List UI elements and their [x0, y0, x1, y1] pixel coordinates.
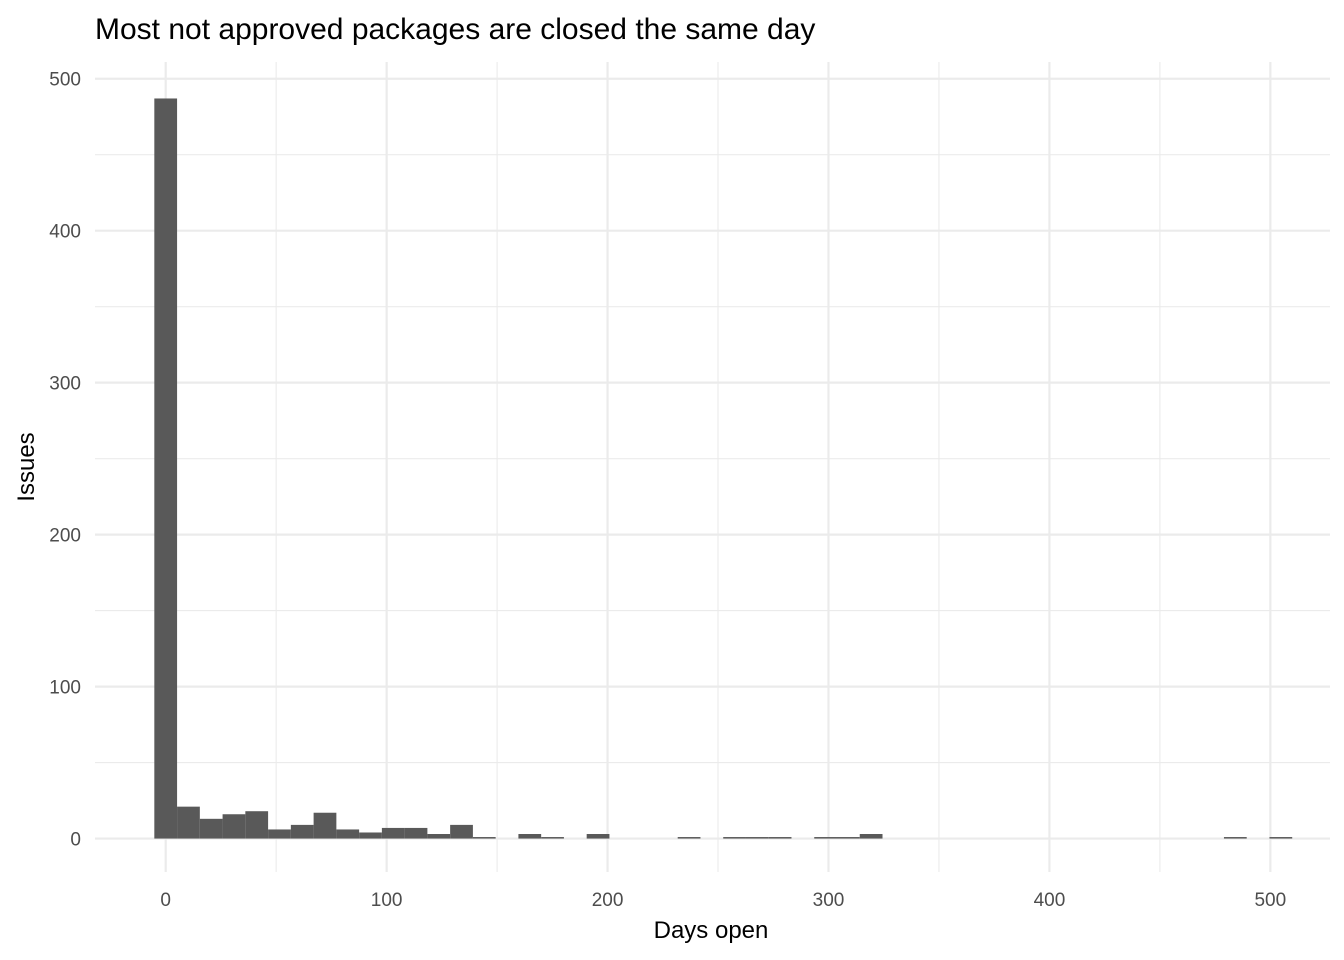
histogram-bar: [313, 812, 337, 839]
y-tick-label: 500: [49, 70, 81, 91]
histogram-bar: [359, 832, 382, 839]
y-tick-label: 300: [49, 374, 81, 395]
histogram-bar: [222, 814, 246, 839]
y-tick-label: 400: [49, 222, 81, 243]
grid-lines: [95, 62, 1330, 872]
histogram-bar: [336, 829, 360, 839]
histogram-bar: [859, 834, 883, 839]
x-axis-label: Days open: [654, 917, 769, 944]
histogram-bar: [836, 837, 860, 839]
x-axis-ticks: 0 100 200 300 400 500: [160, 890, 1286, 911]
y-tick-label: 100: [49, 678, 81, 699]
x-tick-label: 200: [592, 890, 624, 911]
y-axis-label: Issues: [13, 432, 40, 501]
histogram-bar: [745, 837, 769, 839]
histogram-bar: [1269, 837, 1293, 839]
histogram-bars: [154, 98, 1293, 839]
x-tick-label: 0: [160, 890, 171, 911]
x-tick-label: 100: [371, 890, 403, 911]
histogram-bar: [268, 829, 291, 839]
y-tick-label: 200: [49, 526, 81, 547]
y-tick-label: 0: [70, 830, 81, 851]
histogram-bar: [381, 827, 405, 839]
histogram-bar: [677, 837, 701, 839]
x-tick-label: 400: [1034, 890, 1066, 911]
histogram-bar: [427, 834, 451, 839]
histogram-bar: [450, 824, 473, 839]
histogram-bar: [723, 837, 746, 839]
histogram-bar: [177, 806, 200, 839]
histogram-bar: [290, 824, 314, 839]
histogram-bar: [199, 818, 223, 839]
histogram-bar: [586, 834, 610, 839]
x-tick-label: 500: [1254, 890, 1286, 911]
histogram-bar: [541, 837, 564, 839]
histogram-bar: [472, 837, 496, 839]
histogram-bar: [1223, 837, 1247, 839]
histogram-bar: [768, 837, 792, 839]
histogram-bar: [154, 98, 178, 839]
y-axis-ticks: 0 100 200 300 400 500: [49, 70, 81, 851]
histogram-bar: [245, 811, 269, 839]
histogram-bar: [404, 827, 428, 839]
x-tick-label: 300: [813, 890, 845, 911]
chart-title: Most not approved packages are closed th…: [95, 13, 815, 46]
histogram-bar: [518, 834, 542, 839]
histogram-bar: [814, 837, 837, 839]
